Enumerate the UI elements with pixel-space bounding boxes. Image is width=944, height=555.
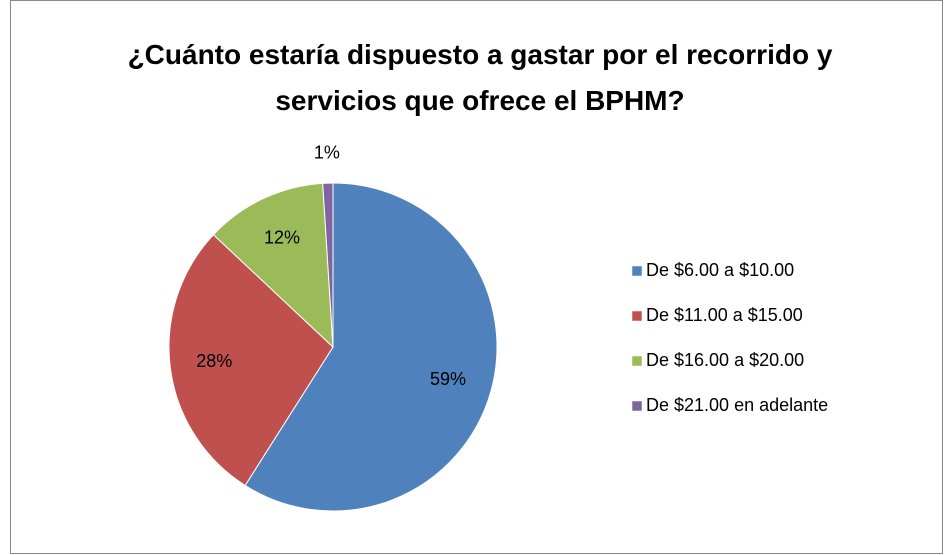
data-label: 1%	[314, 142, 340, 162]
pie-slice	[322, 182, 334, 348]
pie-slice	[168, 234, 334, 487]
legend-label: De $21.00 en adelante	[646, 395, 828, 415]
legend-swatch	[631, 265, 643, 277]
legend-label: De $6.00 a $10.00	[646, 260, 794, 280]
legend-swatch	[631, 310, 643, 322]
legend-label: De $16.00 a $20.00	[646, 350, 804, 370]
chart-title: ¿Cuánto estaría dispuesto a gastar por e…	[127, 39, 833, 116]
legend-swatch	[631, 400, 643, 412]
legend-swatch	[631, 355, 643, 367]
legend-label: De $11.00 a $15.00	[646, 305, 803, 325]
data-label: 59%	[430, 369, 466, 389]
pie-slice	[244, 182, 498, 512]
pie-slice	[212, 182, 334, 349]
data-label: 28%	[196, 351, 232, 371]
data-label: 12%	[264, 227, 300, 247]
